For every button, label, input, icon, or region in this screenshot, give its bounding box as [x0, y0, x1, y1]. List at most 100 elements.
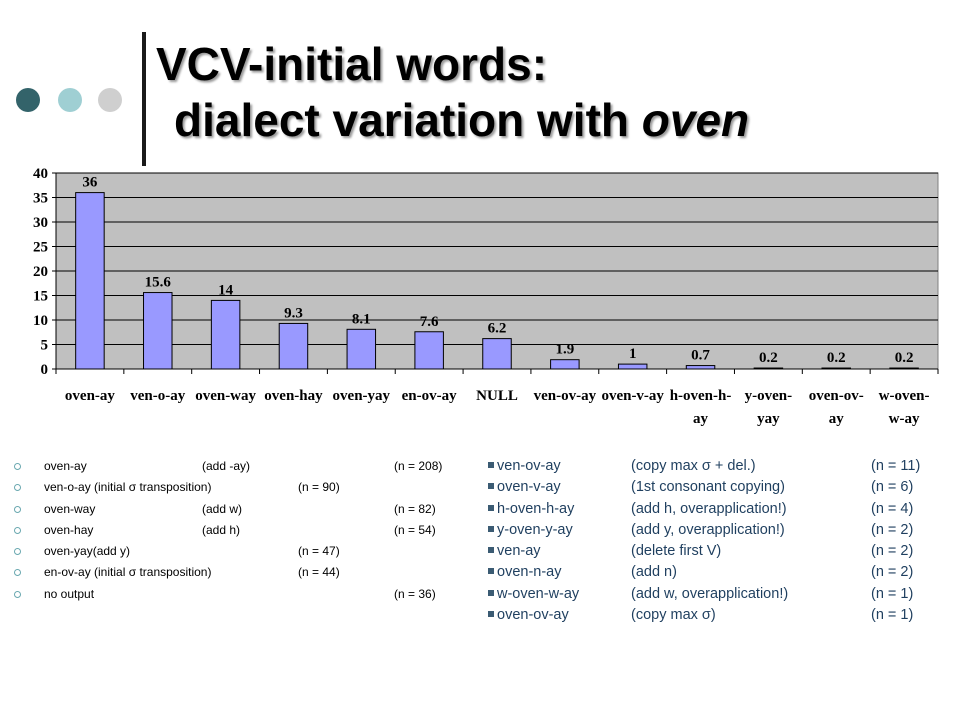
variant-count: (n = 2) — [871, 564, 914, 581]
variant-description: (copy max σ) — [631, 607, 716, 624]
variant-count: (n = 36) — [394, 586, 436, 601]
bullet-icon — [14, 484, 21, 492]
variant-word: oven-v-ay — [497, 479, 561, 496]
variant-count: (n = 4) — [871, 500, 914, 517]
data-label: 1.9 — [555, 342, 574, 358]
bar — [482, 338, 512, 370]
variant-count: (n = 2) — [871, 521, 914, 538]
data-label: 1 — [629, 346, 637, 362]
bar — [414, 331, 444, 370]
variant-description: (add w) — [202, 501, 243, 516]
y-tick-label: 0 — [41, 362, 49, 378]
bar — [210, 299, 241, 370]
bullet-icon — [14, 590, 21, 598]
bullet-icon — [488, 525, 494, 532]
title-line-1: VCV-initial words: — [156, 38, 548, 90]
data-label: 0.2 — [759, 350, 778, 366]
variant-count: (n = 1) — [871, 607, 914, 624]
variant-description: (delete first V) — [631, 543, 722, 560]
dot-2 — [58, 88, 82, 112]
bullet-icon — [488, 568, 494, 575]
category-label: h-oven-h- — [670, 388, 732, 404]
bullet-icon — [14, 463, 21, 470]
variant-count: (n = 47) — [298, 544, 340, 559]
title-divider — [142, 32, 146, 166]
y-tick-label: 30 — [33, 215, 48, 231]
category-label: NULL — [476, 388, 518, 404]
data-label: 7.6 — [420, 314, 439, 330]
category-label: w-oven- — [879, 388, 930, 404]
title-line-2-text: dialect variation with — [174, 94, 642, 146]
variant-count: (n = 6) — [871, 479, 914, 496]
variant-word: oven-ov-ay — [497, 607, 569, 624]
bar — [821, 367, 851, 370]
category-label: ay — [829, 411, 845, 427]
category-label: ven-o-ay — [130, 388, 185, 404]
variant-description: (1st consonant copying) — [631, 479, 785, 496]
title-line-2-italic: oven — [641, 94, 750, 146]
category-label: yay — [757, 411, 780, 427]
bullet-icon — [14, 505, 21, 513]
title-line-2: dialect variation with oven — [156, 92, 749, 148]
variant-count: (n = 11) — [871, 458, 921, 474]
bullet-icon — [14, 569, 21, 577]
variant-description: (add y, overapplication!) — [631, 521, 785, 538]
variant-word: oven-n-ay — [497, 564, 562, 581]
bar — [550, 359, 580, 370]
y-tick-label: 35 — [33, 191, 48, 207]
y-tick-label: 10 — [33, 313, 48, 329]
bullet-icon — [488, 589, 494, 596]
bullet-icon — [14, 526, 21, 534]
y-tick-label: 20 — [33, 264, 48, 280]
y-tick-label: 5 — [41, 338, 49, 354]
variant-description: (add -ay) — [202, 459, 251, 473]
data-label: 6.2 — [488, 321, 507, 337]
bar — [346, 328, 377, 370]
variant-count: (n = 208) — [394, 459, 443, 473]
variant-word: w-oven-w-ay — [497, 585, 580, 602]
bar-chart: 0 5 10 15 20 25 30 35 40 36 oven-ay 15.6 ven-o-ay 14 o… — [33, 166, 939, 427]
bullet-icon — [488, 504, 494, 511]
bar — [889, 367, 919, 370]
variant-count: (n = 2) — [871, 543, 914, 560]
variant-word: oven-hay — [44, 522, 94, 537]
category-label: ay — [693, 411, 709, 427]
variant-description: (add n) — [631, 564, 677, 581]
variant-count: (n = 54) — [394, 522, 436, 537]
variant-word: ven-o-ay (initial σ transposition) — [44, 480, 212, 495]
bar — [75, 192, 105, 370]
data-label: 36 — [82, 175, 98, 191]
category-label: oven-yay — [333, 388, 391, 404]
bullet-icon — [488, 462, 494, 468]
variant-word: ven-ov-ay — [497, 458, 561, 474]
variant-description: (add h) — [202, 522, 241, 537]
category-label: oven-ov- — [809, 388, 864, 404]
variant-count: (n = 90) — [298, 480, 340, 495]
category-label: w-ay — [889, 411, 920, 427]
data-label: 8.1 — [352, 311, 371, 327]
variant-description: (add w, overapplication!) — [631, 585, 789, 602]
category-label: oven-ay — [65, 388, 115, 404]
bar — [685, 365, 716, 370]
data-label: 0.7 — [691, 348, 710, 364]
bullet-icon — [488, 483, 494, 490]
bullet-icon — [14, 548, 21, 556]
category-label: oven-hay — [264, 388, 323, 404]
bar — [278, 322, 309, 370]
variant-word: ven-ay — [497, 543, 541, 560]
data-label: 0.2 — [895, 350, 914, 366]
variant-count: (n = 1) — [871, 585, 914, 602]
variant-count: (n = 44) — [298, 565, 340, 580]
variant-word: y-oven-y-ay — [497, 521, 573, 538]
variant-word: oven-way — [44, 501, 96, 516]
variant-count: (n = 82) — [394, 501, 436, 516]
variant-word: oven-yay(add y) — [44, 544, 131, 559]
bullet-icon — [488, 547, 494, 554]
variant-word: oven-ay — [44, 459, 87, 473]
variant-description: (add h, overapplication!) — [631, 500, 787, 517]
category-label: oven-v-ay — [601, 388, 664, 404]
dot-1 — [16, 88, 40, 112]
dot-3 — [98, 88, 122, 112]
category-label: en-ov-ay — [402, 388, 457, 404]
variant-word: h-oven-h-ay — [497, 500, 575, 517]
